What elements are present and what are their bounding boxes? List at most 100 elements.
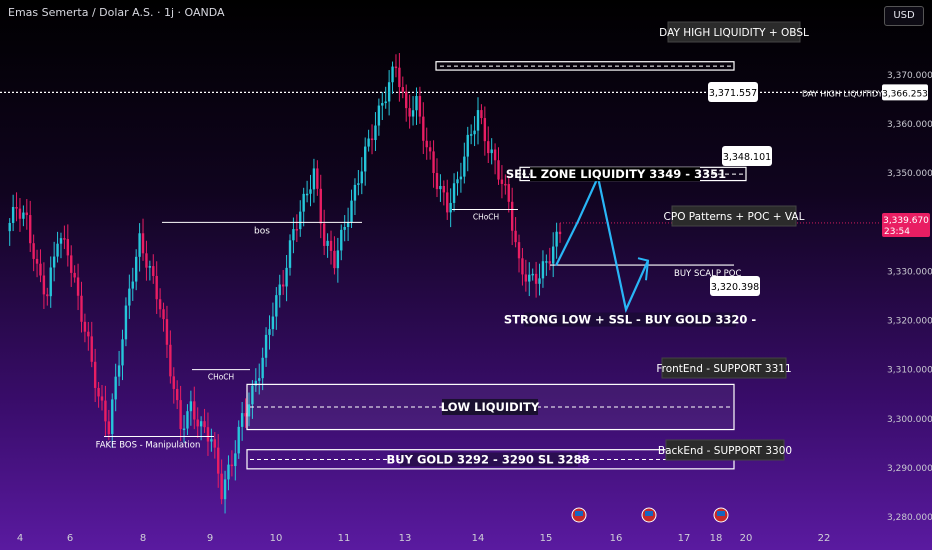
candle-body bbox=[411, 110, 415, 117]
x-tick-label: 17 bbox=[678, 533, 691, 544]
candle-body bbox=[370, 138, 374, 141]
candle-body bbox=[521, 258, 524, 275]
candle-body bbox=[446, 192, 449, 213]
cpo-callout-box bbox=[671, 205, 797, 227]
candle-body bbox=[285, 267, 288, 287]
sell-zone-label: SELL ZONE LIQUIDITY 3349 - 3351 bbox=[506, 167, 726, 181]
candle-body bbox=[8, 222, 11, 232]
candle-body bbox=[292, 229, 295, 241]
candle-body bbox=[230, 464, 234, 467]
currency-button[interactable]: USD bbox=[884, 6, 924, 26]
candle-body bbox=[309, 189, 312, 194]
candle-body bbox=[59, 238, 63, 244]
candle-body bbox=[172, 376, 175, 389]
candle-body bbox=[343, 226, 346, 230]
low-liquidity-label-bg bbox=[442, 398, 538, 415]
candle-body bbox=[483, 118, 487, 142]
candle-body bbox=[213, 439, 216, 448]
candle-body bbox=[240, 413, 244, 427]
y-tick-label: 3,350.000 bbox=[887, 169, 932, 179]
cpo-callout: CPO Patterns + POC + VAL bbox=[664, 211, 805, 223]
candle-body bbox=[155, 275, 158, 300]
candle-body bbox=[418, 96, 422, 117]
countdown-timer: 23:54 bbox=[884, 227, 910, 237]
candle-body bbox=[49, 267, 52, 297]
candle-body bbox=[93, 361, 97, 388]
candle-body bbox=[422, 116, 425, 141]
candle-body bbox=[288, 240, 292, 268]
candle-body bbox=[548, 261, 551, 264]
strong-low-label: STRONG LOW + SSL - BUY GOLD 3320 - bbox=[504, 313, 757, 327]
candle-body bbox=[405, 91, 408, 109]
candle-body bbox=[46, 294, 49, 297]
candle-body bbox=[435, 173, 439, 190]
current-price-value: 3,339.670 bbox=[883, 216, 929, 226]
candle-body bbox=[80, 295, 83, 322]
economic-event-flag-icon bbox=[575, 511, 583, 516]
candle-body bbox=[545, 261, 548, 263]
candle-body bbox=[514, 230, 517, 243]
candle-body bbox=[473, 130, 476, 135]
candle-body bbox=[391, 66, 394, 83]
buy-scalp-price-callout: 3,320.398 bbox=[711, 282, 759, 293]
candle-body bbox=[35, 258, 39, 264]
candle-body bbox=[247, 404, 251, 417]
candle-body bbox=[29, 215, 32, 244]
candle-body bbox=[251, 385, 254, 405]
buy-gold-label-bg bbox=[400, 452, 578, 467]
candle-body bbox=[97, 387, 100, 397]
candle-body bbox=[374, 125, 377, 141]
candle-body bbox=[299, 211, 302, 230]
economic-event-flag-icon bbox=[717, 511, 725, 516]
symbol-header[interactable]: Emas Semerta / Dolar A.S. · 1j · OANDA bbox=[8, 6, 225, 19]
candle-body bbox=[254, 380, 258, 386]
candle-body bbox=[87, 331, 90, 337]
x-tick-label: 9 bbox=[207, 533, 213, 544]
candle-body bbox=[138, 233, 141, 257]
candle-body bbox=[459, 176, 463, 180]
candle-body bbox=[552, 246, 555, 264]
strong-low-label-bg bbox=[524, 312, 736, 327]
candle-body bbox=[507, 184, 510, 202]
projection-path bbox=[555, 173, 650, 314]
candle-body bbox=[165, 319, 169, 345]
candle-body bbox=[217, 447, 220, 474]
candle-body bbox=[141, 233, 145, 254]
candle-body bbox=[524, 274, 528, 282]
candle-body bbox=[333, 250, 336, 269]
candle-body bbox=[186, 411, 189, 429]
candle-body bbox=[295, 229, 299, 231]
candle-body bbox=[107, 421, 111, 435]
buy-gold-label: BUY GOLD 3292 - 3290 SL 3288 bbox=[387, 453, 590, 467]
candle-body bbox=[18, 208, 22, 219]
sell-zone-label-bg bbox=[530, 167, 700, 182]
candle-body bbox=[377, 105, 381, 126]
candle-body bbox=[131, 281, 134, 289]
candle-body bbox=[261, 357, 264, 379]
candle-body bbox=[466, 134, 469, 157]
candle-body bbox=[169, 344, 172, 377]
candle-body bbox=[367, 138, 370, 147]
candle-body bbox=[302, 193, 305, 212]
low-liquidity-label: LOW LIQUIDITY bbox=[441, 400, 540, 414]
y-tick-label: 3,300.000 bbox=[887, 415, 932, 425]
candle-body bbox=[319, 188, 322, 224]
candle-body bbox=[350, 200, 353, 223]
choch-label-2: CHoCH bbox=[473, 213, 499, 222]
candle-body bbox=[199, 421, 203, 427]
candle-body bbox=[278, 284, 281, 296]
x-tick-label: 10 bbox=[270, 533, 283, 544]
candle-body bbox=[357, 183, 360, 185]
sell-zone-price-callout-box bbox=[722, 146, 772, 166]
bos-label: bos bbox=[254, 226, 270, 236]
candle-body bbox=[528, 274, 531, 282]
y-tick-label: 3,370.000 bbox=[887, 71, 932, 81]
candle-body bbox=[39, 263, 42, 276]
candle-body bbox=[182, 428, 186, 431]
candle-body bbox=[227, 464, 230, 480]
candle-body bbox=[104, 400, 107, 422]
candle-body bbox=[42, 275, 46, 295]
frontend-support-callout-box bbox=[661, 357, 787, 379]
x-tick-label: 11 bbox=[338, 533, 351, 544]
